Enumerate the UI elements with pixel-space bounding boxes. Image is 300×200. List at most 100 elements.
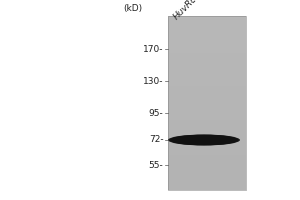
Bar — [168, 29, 246, 31]
Bar — [168, 118, 246, 120]
Bar — [168, 16, 246, 18]
Bar — [168, 111, 246, 114]
Bar — [168, 170, 246, 173]
Bar — [168, 133, 246, 136]
Bar — [168, 109, 246, 112]
Bar — [168, 122, 246, 125]
Ellipse shape — [179, 136, 229, 144]
Ellipse shape — [181, 136, 227, 144]
Ellipse shape — [184, 137, 224, 143]
Bar — [168, 140, 246, 142]
Bar — [168, 98, 246, 101]
Bar — [168, 168, 246, 170]
Ellipse shape — [188, 138, 220, 142]
Bar — [168, 92, 246, 94]
Ellipse shape — [169, 135, 239, 145]
Bar — [168, 63, 246, 66]
Bar — [168, 157, 246, 160]
Bar — [168, 153, 246, 155]
Ellipse shape — [186, 137, 222, 143]
Text: HuvRc: HuvRc — [172, 0, 199, 21]
Bar — [168, 46, 246, 49]
Bar — [168, 57, 246, 60]
Bar — [168, 131, 246, 133]
Bar — [168, 83, 246, 86]
Bar — [168, 185, 246, 188]
Bar — [168, 150, 246, 153]
Text: (kD): (kD) — [123, 4, 142, 13]
Bar — [168, 161, 246, 164]
Bar — [168, 100, 246, 103]
Bar — [168, 129, 246, 131]
Bar — [168, 77, 246, 79]
Bar — [168, 70, 246, 73]
Bar — [168, 44, 246, 46]
Bar — [168, 172, 246, 175]
Bar — [168, 26, 246, 29]
Bar — [168, 135, 246, 138]
Ellipse shape — [173, 135, 235, 145]
Bar — [168, 20, 246, 23]
Ellipse shape — [168, 134, 240, 146]
Text: 130-: 130- — [143, 76, 164, 86]
Ellipse shape — [189, 138, 219, 142]
Bar — [168, 137, 246, 140]
Ellipse shape — [176, 136, 232, 144]
Bar — [168, 155, 246, 157]
Bar — [168, 33, 246, 36]
Text: 72-: 72- — [149, 136, 164, 144]
Bar — [168, 90, 246, 92]
Bar — [168, 16, 246, 190]
Text: 55-: 55- — [149, 160, 164, 170]
Bar — [168, 48, 246, 51]
Bar — [168, 181, 246, 183]
Bar — [168, 124, 246, 127]
Bar — [168, 31, 246, 33]
Bar — [168, 107, 246, 110]
Bar — [168, 146, 246, 149]
Bar — [168, 61, 246, 64]
Bar — [168, 85, 246, 88]
Bar — [168, 18, 246, 20]
Ellipse shape — [178, 136, 230, 144]
Bar — [168, 120, 246, 123]
Bar — [168, 50, 246, 53]
Bar — [168, 94, 246, 96]
Bar — [168, 40, 246, 42]
Bar — [168, 87, 246, 90]
Bar — [168, 142, 246, 144]
Bar — [168, 144, 246, 146]
Bar — [168, 22, 246, 25]
Bar — [168, 127, 246, 129]
Bar — [168, 183, 246, 186]
Bar — [168, 72, 246, 75]
Bar — [168, 59, 246, 62]
Bar — [168, 113, 246, 116]
Ellipse shape — [182, 137, 226, 143]
Bar — [168, 66, 246, 68]
Bar — [168, 42, 246, 44]
Bar — [168, 174, 246, 177]
Ellipse shape — [183, 137, 225, 143]
Bar — [168, 166, 246, 168]
Ellipse shape — [187, 137, 221, 143]
Bar — [168, 68, 246, 70]
Bar — [168, 74, 246, 77]
Ellipse shape — [177, 136, 231, 144]
Bar — [168, 103, 246, 105]
Bar — [168, 187, 246, 190]
Bar — [168, 96, 246, 99]
Ellipse shape — [170, 135, 238, 145]
Bar — [168, 159, 246, 162]
Text: 95-: 95- — [149, 108, 164, 117]
Bar — [168, 81, 246, 83]
Ellipse shape — [174, 135, 234, 145]
Bar — [168, 37, 246, 40]
Ellipse shape — [191, 138, 217, 142]
Text: 170-: 170- — [143, 45, 164, 53]
Bar — [168, 53, 246, 55]
Ellipse shape — [172, 135, 236, 145]
Bar — [168, 79, 246, 81]
Bar — [168, 164, 246, 166]
Bar — [168, 105, 246, 107]
